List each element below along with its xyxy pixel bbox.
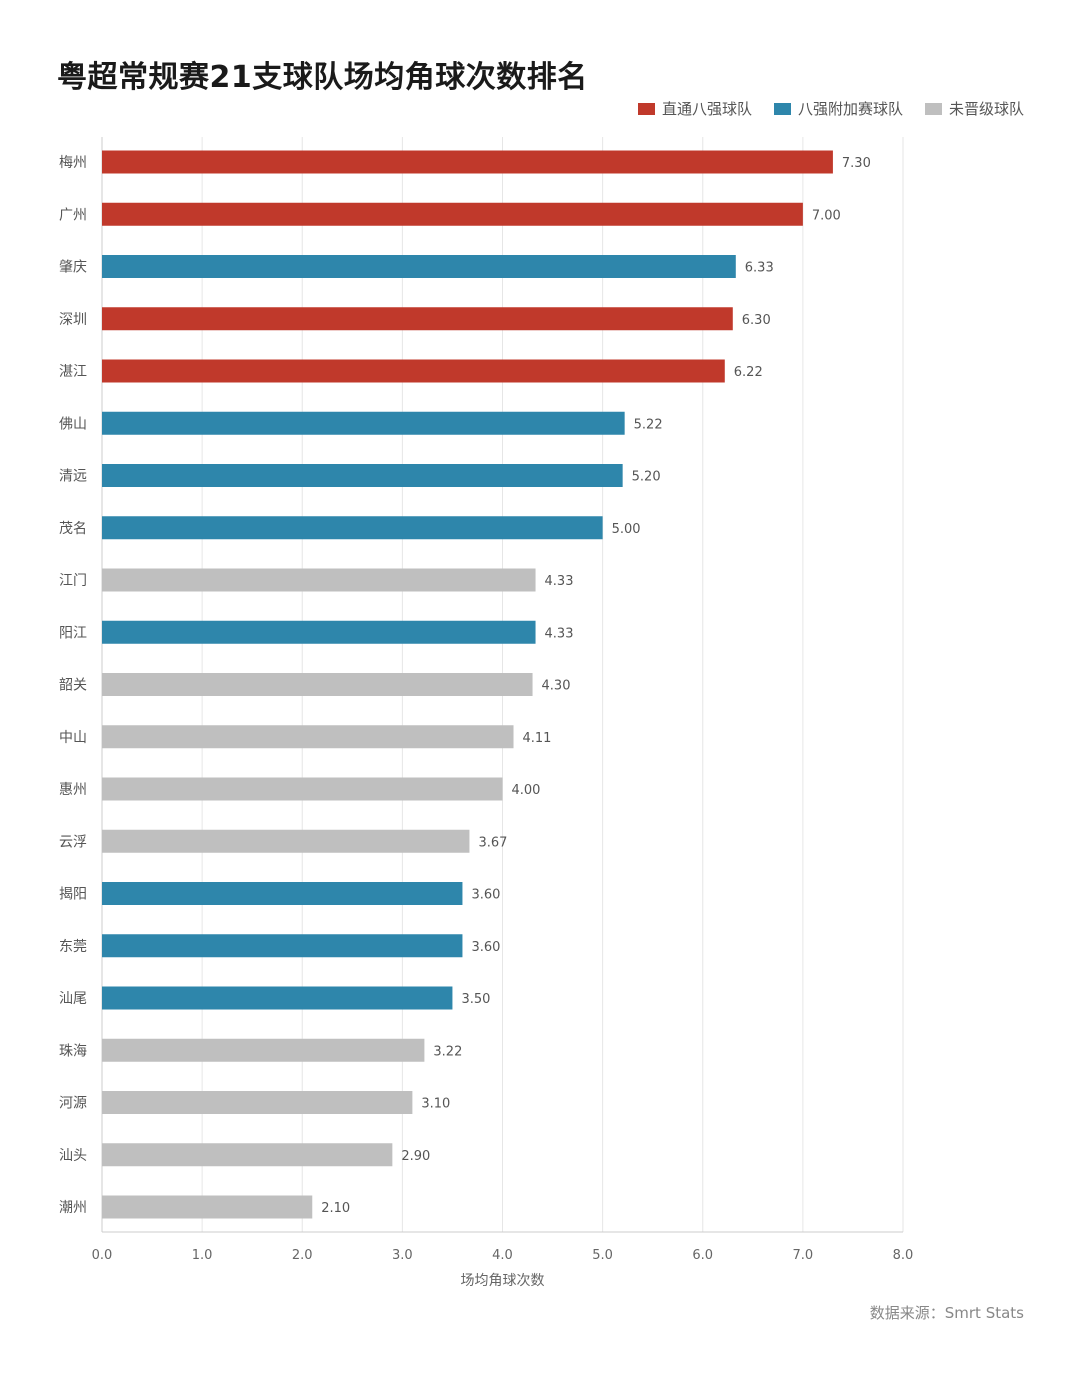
- y-category-label: 深圳: [59, 312, 87, 328]
- bar-value-label: 6.30: [742, 313, 771, 328]
- bar-value-label: 3.67: [478, 835, 507, 850]
- bar-value-label: 7.30: [842, 156, 871, 171]
- bar-value-label: 5.22: [634, 417, 663, 432]
- bar-value-label: 3.50: [461, 992, 490, 1007]
- legend-swatch-eliminated: [924, 102, 942, 115]
- bar: [102, 150, 833, 174]
- y-category-label: 清远: [59, 469, 87, 485]
- bar: [102, 359, 725, 383]
- legend-item-playoff: 八强附加赛球队: [773, 98, 903, 119]
- x-tick-label: 7.0: [793, 1248, 814, 1263]
- bar: [102, 1143, 393, 1167]
- y-category-label: 广州: [59, 207, 87, 223]
- legend-label-playoff: 八强附加赛球队: [797, 100, 903, 118]
- y-category-label: 揭阳: [59, 887, 87, 903]
- y-category-label: 汕头: [59, 1148, 87, 1164]
- legend-item-direct: 直通八强球队: [637, 98, 752, 119]
- bar: [102, 620, 536, 644]
- bar-value-label: 4.33: [545, 626, 574, 641]
- bar: [102, 829, 470, 853]
- bar-value-label: 4.00: [512, 783, 541, 798]
- y-category-label: 韶关: [59, 678, 87, 694]
- y-category-label: 佛山: [59, 416, 87, 432]
- bar: [102, 777, 503, 801]
- bar-value-label: 4.11: [523, 731, 552, 746]
- x-tick-label: 8.0: [893, 1248, 914, 1263]
- legend-label-direct: 直通八强球队: [661, 100, 752, 118]
- bar-value-label: 2.90: [401, 1149, 430, 1164]
- bar: [102, 464, 623, 487]
- bar-value-label: 5.20: [632, 470, 661, 485]
- y-category-label: 江门: [59, 573, 87, 589]
- x-tick-label: 3.0: [392, 1248, 413, 1263]
- y-category-label: 阳江: [59, 625, 87, 641]
- x-tick-label: 5.0: [592, 1248, 613, 1263]
- bar: [102, 725, 514, 749]
- y-category-label: 珠海: [59, 1043, 87, 1059]
- legend: 直通八强球队 八强附加赛球队 未晋级球队: [637, 98, 1024, 119]
- legend-label-eliminated: 未晋级球队: [948, 100, 1024, 118]
- bar: [102, 673, 533, 696]
- y-category-label: 茂名: [59, 520, 87, 537]
- bar-value-label: 2.10: [321, 1201, 350, 1216]
- chart-title: 粤超常规赛21支球队场均角球次数排名: [57, 60, 588, 95]
- y-category-label: 肇庆: [59, 260, 87, 276]
- bar: [102, 516, 603, 540]
- bar: [102, 1091, 413, 1114]
- bar-value-label: 4.30: [542, 679, 571, 694]
- x-axis-title: 场均角球次数: [461, 1273, 545, 1289]
- y-category-label: 河源: [59, 1096, 87, 1112]
- y-category-label: 云浮: [59, 834, 87, 850]
- bar: [102, 1038, 425, 1062]
- bar: [102, 986, 453, 1010]
- x-tick-label: 0.0: [92, 1248, 113, 1263]
- y-category-label: 东莞: [59, 939, 87, 955]
- bar-value-label: 3.60: [471, 940, 500, 955]
- y-category-label: 潮州: [59, 1200, 87, 1216]
- y-category-label: 梅州: [59, 155, 87, 171]
- bar: [102, 202, 803, 226]
- bar: [102, 1195, 313, 1219]
- bar-value-label: 4.33: [545, 574, 574, 589]
- legend-swatch-direct: [637, 102, 655, 115]
- bar: [102, 307, 733, 331]
- bar-value-label: 3.60: [471, 888, 500, 903]
- bar: [102, 411, 625, 435]
- data-source: 数据来源：Smrt Stats: [869, 1304, 1024, 1322]
- bar: [102, 934, 463, 958]
- bar-value-label: 3.22: [433, 1044, 462, 1059]
- x-tick-label: 6.0: [692, 1248, 713, 1263]
- legend-swatch-playoff: [773, 102, 791, 115]
- y-category-label: 汕尾: [59, 991, 87, 1007]
- y-category-label: 中山: [59, 730, 87, 746]
- bar-value-label: 6.33: [745, 261, 774, 276]
- bar: [102, 882, 463, 905]
- bar-value-label: 7.00: [812, 208, 841, 223]
- bar-value-label: 6.22: [734, 365, 763, 380]
- x-tick-label: 2.0: [292, 1248, 313, 1263]
- bar: [102, 568, 536, 592]
- x-tick-label: 4.0: [492, 1248, 513, 1263]
- bar-value-label: 3.10: [421, 1097, 450, 1112]
- y-category-label: 湛江: [59, 364, 87, 380]
- x-tick-label: 1.0: [192, 1248, 213, 1263]
- bar: [102, 255, 736, 278]
- legend-item-eliminated: 未晋级球队: [924, 98, 1024, 119]
- bar-value-label: 5.00: [612, 522, 641, 537]
- y-category-label: 惠州: [59, 782, 87, 798]
